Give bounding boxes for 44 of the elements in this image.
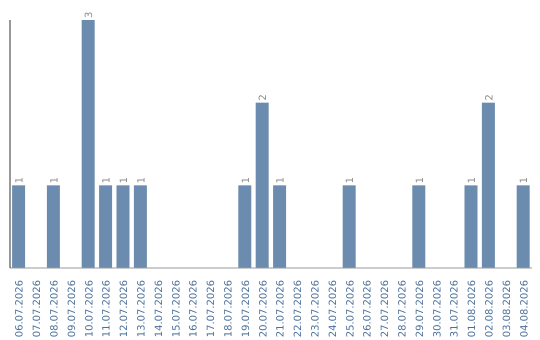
- data-label: 1: [102, 176, 113, 184]
- data-label: 1: [519, 176, 530, 184]
- x-tick-label: 02.08.2026: [484, 280, 496, 338]
- x-tick-label: 17.07.2026: [206, 280, 218, 338]
- data-label: 1: [118, 176, 130, 184]
- x-tick-label: 25.07.2026: [345, 280, 356, 338]
- x-tick-label: 01.08.2026: [467, 280, 478, 338]
- x-tick-label: 10.07.2026: [84, 280, 96, 338]
- x-tick-label: 03.08.2026: [502, 280, 513, 338]
- data-label: 1: [49, 176, 60, 184]
- x-tick-label: 22.07.2026: [293, 280, 304, 338]
- data-label: 1: [345, 176, 356, 184]
- data-label: 3: [84, 12, 96, 18]
- x-tick-label: 07.07.2026: [32, 280, 44, 338]
- data-label: 1: [276, 176, 287, 184]
- x-tick-label: 27.07.2026: [380, 280, 392, 338]
- x-tick-label: 21.07.2026: [276, 280, 287, 338]
- x-tick-label: 26.07.2026: [362, 280, 374, 338]
- x-tick-label: 29.07.2026: [414, 280, 426, 338]
- x-tick-label: 09.07.2026: [66, 280, 78, 338]
- data-label: 1: [240, 176, 252, 184]
- x-tick-label: 14.07.2026: [154, 280, 165, 338]
- x-tick-label: 28.07.2026: [398, 280, 408, 338]
- x-tick-label: 19.07.2026: [240, 280, 252, 338]
- data-label: 1: [466, 176, 478, 184]
- x-tick-label: 04.08.2026: [519, 280, 530, 338]
- x-tick-label: 31.07.2026: [450, 280, 461, 338]
- x-tick-label: 06.07.2026: [14, 280, 26, 338]
- x-tick-label: 18.07.2026: [224, 280, 234, 338]
- data-label: 1: [414, 176, 426, 184]
- x-tick-label: 16.07.2026: [188, 280, 200, 338]
- x-tick-label: 23.07.2026: [310, 280, 322, 338]
- data-label: 2: [258, 94, 270, 101]
- data-label: 1: [136, 176, 148, 184]
- data-label: 2: [484, 94, 496, 101]
- data-label: 1: [14, 176, 26, 184]
- x-tick-label: 11.07.2026: [102, 280, 113, 338]
- x-tick-label: 30.07.2026: [432, 280, 444, 338]
- x-tick-label: 08.07.2026: [50, 280, 60, 338]
- x-tick-label: 13.07.2026: [136, 280, 148, 338]
- x-tick-label: 20.07.2026: [258, 280, 270, 338]
- x-tick-label: 12.07.2026: [119, 280, 130, 338]
- x-tick-label: 24.07.2026: [328, 280, 339, 338]
- x-tick-label: 15.07.2026: [171, 280, 182, 338]
